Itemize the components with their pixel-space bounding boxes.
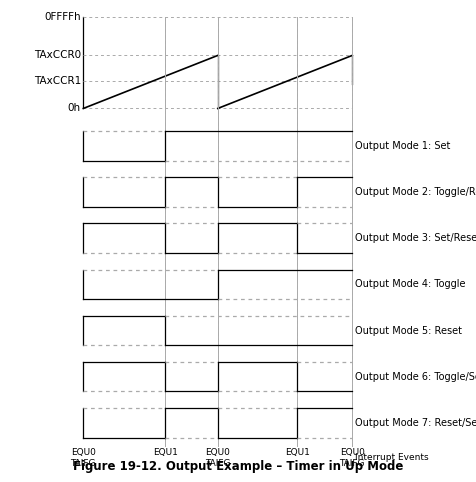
Text: TAxCCR1: TAxCCR1 (34, 76, 81, 86)
Text: Output Mode 3: Set/Reset: Output Mode 3: Set/Reset (355, 233, 476, 243)
Text: Output Mode 5: Reset: Output Mode 5: Reset (355, 325, 462, 335)
Text: Output Mode 6: Toggle/Set: Output Mode 6: Toggle/Set (355, 372, 476, 382)
Text: Figure 19-12. Output Example – Timer in Up Mode: Figure 19-12. Output Example – Timer in … (73, 460, 403, 473)
Text: 0FFFFh: 0FFFFh (44, 12, 81, 22)
Text: 0h: 0h (68, 104, 81, 113)
Text: EQU1: EQU1 (153, 448, 178, 457)
Text: Interrupt Events: Interrupt Events (355, 453, 428, 462)
Text: Output Mode 1: Set: Output Mode 1: Set (355, 141, 450, 151)
Text: Output Mode 4: Toggle: Output Mode 4: Toggle (355, 280, 465, 289)
Text: EQU0
TAIFG: EQU0 TAIFG (339, 448, 365, 468)
Text: EQU1: EQU1 (285, 448, 309, 457)
Text: TAxCCR0: TAxCCR0 (34, 51, 81, 60)
Text: EQU0
TAIFG: EQU0 TAIFG (70, 448, 96, 468)
Text: Output Mode 2: Toggle/Reset: Output Mode 2: Toggle/Reset (355, 187, 476, 197)
Text: Output Mode 7: Reset/Set: Output Mode 7: Reset/Set (355, 418, 476, 428)
Text: EQU0
TAIFG: EQU0 TAIFG (205, 448, 230, 468)
